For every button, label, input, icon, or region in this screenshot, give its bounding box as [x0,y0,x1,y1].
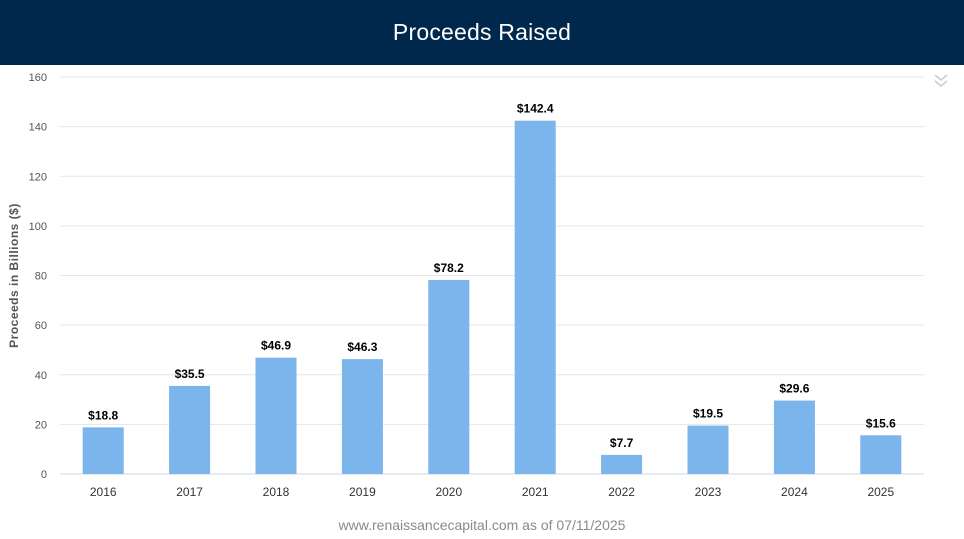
y-tick-label: 40 [35,370,47,382]
data-label: $46.3 [347,340,377,354]
chevron-double-down-icon[interactable] [930,72,952,90]
x-tick-label: 2019 [349,485,376,499]
data-label: $7.7 [610,436,634,450]
bar-2022 [601,454,643,474]
data-label: $29.6 [779,382,809,396]
x-tick-label: 2018 [263,485,290,499]
bar-chart: 0 20 40 60 80 100 120 140 160 Proceeds in Billion… [7,72,924,499]
y-tick-label: 160 [29,72,47,84]
x-tick-label: 2025 [867,485,894,499]
x-tick-label: 2021 [522,485,549,499]
data-label: $35.5 [175,367,205,381]
data-label: $142.4 [517,102,554,116]
x-tick-label: 2024 [781,485,808,499]
y-tick-label: 20 [35,419,47,431]
x-tick-label: 2017 [176,485,203,499]
bar-2025 [860,435,902,474]
y-tick-label: 80 [35,271,47,283]
x-tick-label: 2022 [608,485,635,499]
bar-2017 [169,385,211,474]
chart-title: Proceeds Raised [392,19,572,45]
data-label: $18.8 [88,408,118,422]
bar-2023 [687,425,729,474]
y-axis-label: Proceeds in Billions ($) [7,203,21,348]
x-tick-label: 2023 [695,485,722,499]
source-note: www.renaissancecapital.com as of 07/11/2… [338,517,626,533]
y-tick-label: 100 [29,221,47,233]
data-label: $15.6 [866,416,896,430]
data-label: $46.9 [261,339,291,353]
bar-2021 [514,120,556,475]
bar-2024 [773,400,815,474]
bar-2018 [255,357,297,474]
x-tick-label: 2016 [90,485,117,499]
bar-2016 [82,427,124,474]
data-label: $19.5 [693,407,723,421]
x-tick-label: 2020 [435,485,462,499]
y-tick-label: 60 [35,320,47,332]
y-tick-label: 140 [29,122,47,134]
data-label: $78.2 [434,261,464,275]
y-tick-label: 0 [41,469,47,481]
chart-header: Proceeds Raised [0,0,964,65]
bar-2019 [341,359,383,474]
bar-2020 [428,279,470,474]
y-tick-label: 120 [29,171,47,183]
